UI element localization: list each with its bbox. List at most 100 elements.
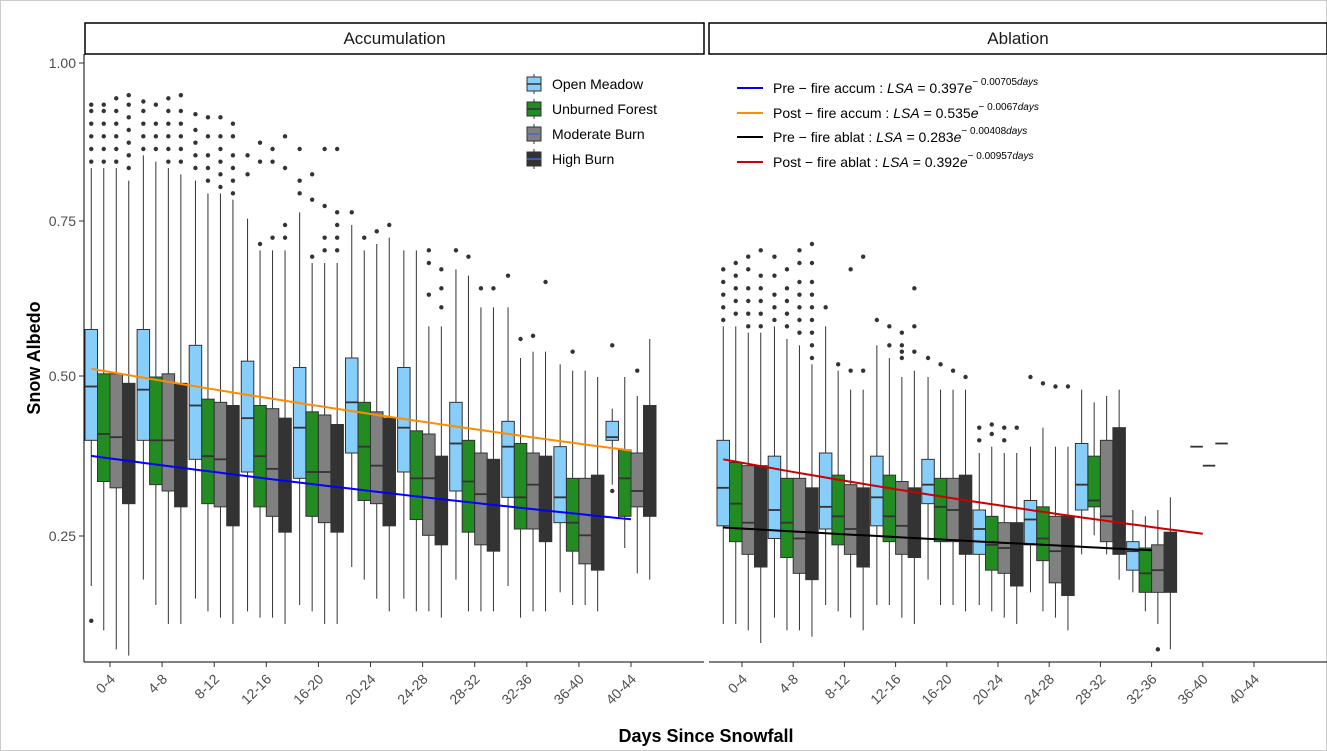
outlier-point xyxy=(912,324,917,329)
outlier-point xyxy=(772,273,777,278)
outlier-point xyxy=(89,121,94,126)
strip-accumulation: Accumulation xyxy=(84,22,705,55)
legend-groups: Open Meadow Unburned Forest Moderate Bur… xyxy=(526,74,657,169)
outlier-point xyxy=(218,184,223,190)
legend-item-unburned-forest: Unburned Forest xyxy=(526,99,657,119)
box xyxy=(590,377,605,612)
outlier-point xyxy=(809,260,815,266)
outlier-point xyxy=(797,317,802,323)
outlier-point xyxy=(1002,425,1007,430)
outlier-point xyxy=(166,121,171,126)
box-rect xyxy=(97,373,111,483)
outlier-point xyxy=(141,99,146,104)
box-rect xyxy=(818,452,833,530)
box-rect xyxy=(513,443,528,530)
outlier-point xyxy=(772,317,777,323)
box-rect xyxy=(474,452,488,546)
fit-line xyxy=(91,367,632,452)
outlier-point xyxy=(334,146,340,152)
box xyxy=(553,364,567,593)
legend-label-open-meadow: Open Meadow xyxy=(552,76,644,92)
box-rect xyxy=(895,481,909,555)
box-rect xyxy=(226,405,240,527)
strip-ablation-title: Ablation xyxy=(987,29,1048,48)
outlier-point xyxy=(1028,374,1033,380)
box-rect xyxy=(1163,531,1178,593)
outlier-point xyxy=(153,102,159,107)
box-rect xyxy=(370,411,384,505)
box xyxy=(754,248,768,643)
box-rect xyxy=(578,477,592,565)
box-rect xyxy=(278,417,292,533)
outlier-point xyxy=(193,153,198,158)
outlier-point xyxy=(746,286,751,291)
box-rect xyxy=(1138,547,1153,593)
outlier-point xyxy=(1053,384,1058,389)
outlier-point xyxy=(270,159,275,164)
outlier-point xyxy=(797,305,802,310)
box-rect xyxy=(618,449,632,517)
box xyxy=(818,305,833,605)
outlier-point xyxy=(205,178,211,183)
outlier-point xyxy=(977,438,982,443)
outlier-point xyxy=(141,134,146,139)
outlier-point xyxy=(89,134,94,139)
outlier-point xyxy=(126,165,131,171)
outlier-point xyxy=(797,292,802,297)
box xyxy=(305,172,319,612)
box-rect xyxy=(1010,522,1024,587)
box-rect xyxy=(1074,443,1089,511)
box-rect xyxy=(780,477,794,559)
box xyxy=(161,96,176,624)
outlier-point xyxy=(193,111,198,117)
box-rect xyxy=(201,398,215,505)
box xyxy=(933,362,948,605)
box xyxy=(370,229,384,599)
outlier-point xyxy=(89,159,94,164)
legend-label-moderate-burn: Moderate Burn xyxy=(552,126,645,142)
outlier-point xyxy=(334,222,340,228)
outlier-point xyxy=(205,153,211,158)
box-rect xyxy=(357,401,371,502)
outlier-point xyxy=(1014,425,1019,430)
box-rect xyxy=(716,439,730,527)
box xyxy=(605,343,619,494)
outlier-point xyxy=(282,165,288,171)
box xyxy=(330,146,344,624)
box xyxy=(856,254,870,631)
outlier-point xyxy=(797,279,802,285)
box-rect xyxy=(1099,439,1114,543)
outlier-point xyxy=(784,286,790,291)
box-rect xyxy=(933,477,948,543)
outlier-point xyxy=(322,235,327,240)
box-rect xyxy=(921,458,935,505)
outlier-point xyxy=(257,241,263,247)
outlier-point xyxy=(166,146,171,152)
legend-fit-label: Post − fire accum : LSA = 0.535e− 0.0067… xyxy=(773,102,1039,121)
fit-line xyxy=(723,526,1152,552)
strip-ablation: Ablation xyxy=(708,22,1327,55)
box xyxy=(921,355,935,580)
outlier-point xyxy=(166,108,171,114)
outlier-point xyxy=(610,488,615,494)
box-rect xyxy=(449,401,463,492)
outlier-point xyxy=(297,146,302,152)
box-rect xyxy=(188,344,203,460)
fit-line xyxy=(91,454,632,521)
box-rect xyxy=(805,487,819,581)
outlier-point xyxy=(758,273,763,278)
outlier-point xyxy=(349,210,354,215)
outlier-point xyxy=(230,165,236,171)
outlier-point xyxy=(114,96,119,101)
box-rect xyxy=(109,373,123,489)
box xyxy=(1010,425,1024,624)
outlier-point xyxy=(205,165,211,171)
legend-fit-pre-accum: Pre − fire accum : LSA = 0.397e− 0.00705… xyxy=(737,77,1038,96)
outlier-point xyxy=(784,298,790,304)
outlier-point xyxy=(746,324,751,329)
box xyxy=(382,222,396,612)
box xyxy=(767,254,782,618)
box xyxy=(907,286,922,624)
outlier-point xyxy=(153,121,159,126)
